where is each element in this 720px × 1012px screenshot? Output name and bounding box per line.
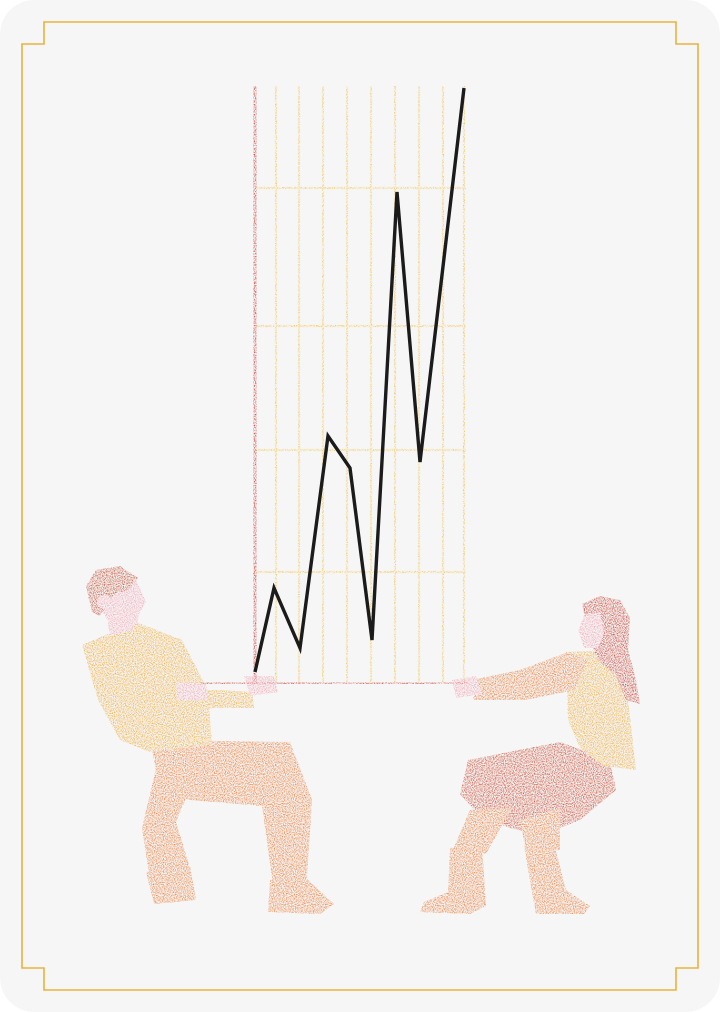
man-back-shoe [146,866,196,904]
man-front-leg [150,740,312,892]
man-ear [97,595,111,609]
woman-front-boot [524,836,590,914]
man-figure [82,566,334,914]
woman-arm [470,652,588,700]
woman-shins [452,808,560,854]
woman-hand [452,676,482,698]
chart-trend-line [253,87,466,673]
decorative-frame [21,21,699,991]
man-front-shoe [268,878,334,914]
woman-back-boot [420,846,486,914]
woman-face [578,612,604,648]
woman-figure [420,596,640,914]
man-arm [92,660,254,716]
man-hands [176,676,278,700]
chart-grid [255,86,466,682]
chart-axis-rope [200,86,468,686]
